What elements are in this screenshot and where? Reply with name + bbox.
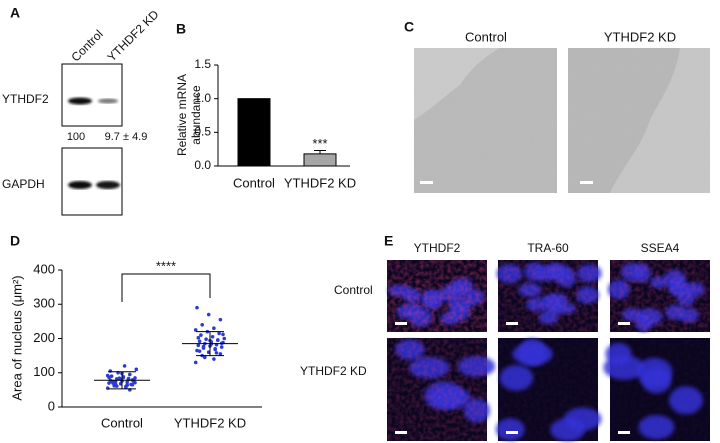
scale-bar [506,431,518,434]
data-point [105,386,110,390]
y-tick-label: 0.5 [194,125,211,139]
image-title: TRA-60 [527,241,569,255]
row-label: Control [334,283,373,297]
y-tick-label: 100 [33,364,55,379]
panel-label: B [176,21,186,37]
stain [387,338,487,441]
scale-bar [506,322,518,325]
significance-bracket [121,273,211,302]
data-point [128,372,132,377]
y-tick-label: 0 [48,398,55,413]
x-tick-label: Control [101,415,143,430]
data-point [196,343,201,348]
scale-bar [395,431,407,434]
blot-band [68,97,92,105]
data-point [196,336,201,340]
blot-band [68,181,92,189]
row-label: YTHDF2 KD [300,364,367,378]
data-point [197,339,202,344]
data-point [107,375,111,380]
data-point [122,364,127,368]
lane-label: Control [68,27,105,64]
quantification: 100 [67,131,85,143]
brightfield-image [568,48,710,193]
blot-row-label: GAPDH [2,177,45,191]
scale-bar [618,431,630,434]
stain [387,260,487,332]
y-tick-label: 400 [33,261,55,276]
data-point [210,334,215,339]
panel-label: D [10,233,20,249]
image-title: SSEA4 [641,241,680,255]
data-point [217,331,221,336]
quantification: 9.7 ± 4.9 [105,131,148,143]
data-point [133,380,137,385]
stain [498,260,598,332]
data-point [222,336,227,341]
image-title: YTHDF2 [414,241,461,255]
data-point [197,349,202,353]
significance: *** [312,136,327,151]
brightfield-image [414,48,557,193]
y-tick-label: 1.5 [194,57,211,71]
data-point [134,367,139,372]
stain [610,260,710,332]
y-tick-label: 200 [33,330,55,345]
data-point [125,383,129,387]
stain [498,338,598,441]
image-title: Control [465,29,507,44]
data-point [213,347,217,352]
panel-label: A [10,5,20,21]
y-axis-label: Relative mRNA [175,74,189,156]
data-point [113,381,118,386]
y-tick-label: 1.0 [194,91,211,105]
blot-band [96,181,120,189]
y-tick-label: 300 [33,296,55,311]
scale-bar [395,322,407,325]
data-point [108,369,113,373]
data-point [193,360,198,365]
bar [303,153,337,167]
x-tick-label: YTHDF2 KD [174,415,246,430]
blot-box [61,63,123,127]
data-point [204,337,208,341]
stain [610,338,710,441]
data-point [115,384,119,388]
significance: **** [156,258,176,273]
data-point [203,355,207,360]
data-point [199,333,203,337]
data-point [212,326,216,331]
blot-band [98,98,118,104]
data-point [201,344,206,349]
y-axis-label: abundance [189,85,203,145]
data-point [206,312,211,317]
panel-label: E [384,233,393,249]
image-title: YTHDF2 KD [604,29,676,44]
blot-row-label: YTHDF2 [2,92,49,106]
data-point [200,323,204,327]
data-point [133,376,137,380]
data-point [107,381,111,385]
data-point [129,382,133,387]
data-point [219,345,224,349]
data-point [218,317,223,322]
y-tick-label: 0.0 [194,158,211,172]
data-point [193,328,198,332]
x-tick-label: YTHDF2 KD [284,175,356,190]
panel-label: C [404,19,414,35]
data-point [214,351,219,355]
y-axis-label: Area of nucleus (μm²) [9,275,24,400]
data-point [221,332,225,337]
data-point [195,305,199,310]
data-point [216,338,220,342]
data-point [125,380,129,385]
lane-label: YTHDF2 KD [104,7,161,64]
data-point [126,376,131,381]
data-point [218,352,223,356]
x-tick-label: Control [233,175,275,190]
scale-bar [618,322,630,325]
data-point [212,357,216,361]
bar [237,98,271,167]
